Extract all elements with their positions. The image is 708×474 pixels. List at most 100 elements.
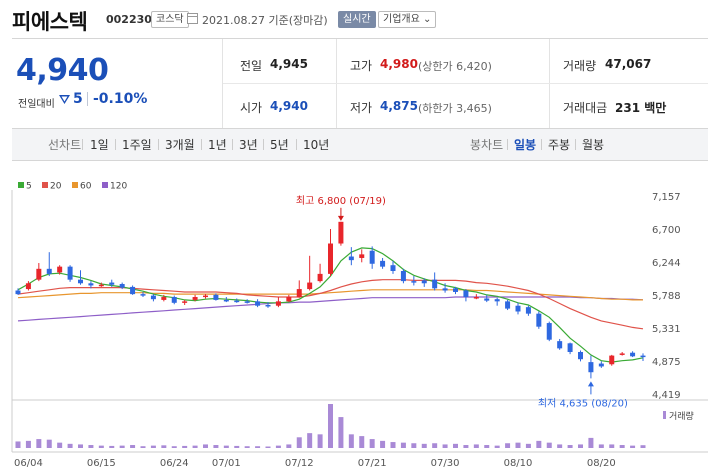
volume-bar [400, 442, 406, 448]
tab-period-1d[interactable]: 1일 [90, 138, 109, 152]
volume-value: 47,067 [605, 57, 652, 71]
candle-body [25, 283, 31, 290]
candle-body [98, 284, 104, 287]
stock-name: 피에스텍 [12, 10, 88, 34]
volume-bar [25, 440, 31, 448]
y-tick-label: 5,331 [652, 324, 681, 335]
candle-body [307, 282, 313, 290]
volume-bar [213, 445, 219, 448]
candle-body [359, 254, 365, 258]
volume-bar [244, 446, 250, 448]
low-arrow-icon [587, 381, 594, 387]
stats-row-divider [223, 83, 708, 84]
volume-bar [505, 443, 511, 448]
candle-body [348, 256, 354, 261]
tab-separator [296, 139, 297, 150]
change-value: 5 [73, 91, 83, 107]
volume-bar [109, 445, 115, 448]
volume-bar [494, 445, 500, 448]
candle-body [640, 355, 646, 358]
volume-bar [557, 444, 563, 448]
volume-bar [15, 441, 21, 448]
candle-body [390, 265, 396, 271]
tab-period-1w[interactable]: 1주일 [122, 138, 152, 152]
candle-body [67, 266, 73, 280]
tab-separator [541, 139, 542, 150]
volume-bar [359, 436, 365, 448]
lower-limit: (하한가 3,465) [418, 102, 492, 115]
volume-bar [390, 442, 396, 448]
candle-body [150, 295, 156, 300]
prev-close-label: 전일 [240, 59, 263, 73]
current-price: 4,940 [16, 53, 109, 88]
volume-bar [619, 445, 625, 448]
realtime-button[interactable]: 실시간 [338, 11, 376, 28]
candle-body [588, 362, 594, 373]
volume-bar [67, 443, 73, 448]
market-badge: 코스닥 [151, 11, 189, 28]
legend-label-120: 120 [110, 182, 127, 192]
volume-bar [515, 442, 521, 448]
legend-label-20: 20 [50, 182, 62, 192]
volume-bar [463, 445, 469, 448]
volume-bar [286, 444, 292, 448]
volume-label: 거래량 [563, 59, 597, 73]
legend-swatch-20 [42, 182, 48, 188]
chart-tab-bar [12, 128, 708, 161]
volume-bar [640, 445, 646, 448]
candle-body [119, 284, 125, 288]
tab-candle-weekly[interactable]: 주봉 [548, 138, 571, 152]
candle-body [317, 273, 323, 282]
x-tick-label: 06/24 [160, 458, 189, 469]
prev-close-value: 4,945 [270, 57, 308, 71]
tab-separator [115, 139, 116, 150]
tab-period-10y[interactable]: 10년 [303, 138, 330, 152]
volume-bar [265, 446, 271, 448]
tab-candle-monthly[interactable]: 월봉 [582, 138, 605, 152]
tab-period-3y[interactable]: 3년 [239, 138, 258, 152]
company-overview-dropdown[interactable]: 기업개요 ⌄ [378, 11, 437, 28]
line-chart-label: 선차트 [48, 138, 82, 152]
y-tick-label: 6,244 [652, 258, 681, 269]
tab-period-5y[interactable]: 5년 [270, 138, 289, 152]
tab-period-3m[interactable]: 3개월 [165, 138, 195, 152]
calendar-icon [187, 13, 198, 24]
tab-period-1y[interactable]: 1년 [208, 138, 227, 152]
volume-bar [98, 445, 104, 448]
volume-bar [411, 443, 417, 448]
amount-value: 231 백만 [615, 101, 667, 115]
candle-body [109, 282, 115, 285]
candle-body [546, 323, 552, 340]
candle-body [619, 353, 625, 355]
candle-body [130, 286, 136, 295]
volume-bar [275, 445, 281, 448]
volume-bar [307, 433, 313, 448]
volume-bar [171, 446, 177, 448]
low-value: 4,875 [380, 99, 418, 113]
volume-bar [453, 443, 458, 448]
volume-bar [578, 444, 583, 448]
volume-bar [484, 445, 490, 448]
down-triangle-icon [59, 95, 70, 104]
y-tick-label: 4,419 [652, 390, 681, 401]
low-annotation: 최저 4,635 (08/20) [538, 397, 628, 409]
stock-candlestick-chart[interactable]: 5 20 60 120 7,157 6,700 6,244 5,788 5,331 4,875 4,… [0, 170, 708, 474]
candle-body [255, 301, 261, 306]
tab-separator [82, 139, 83, 150]
candle-body [296, 289, 302, 298]
stock-code: 002230 [106, 13, 152, 26]
volume-bar [192, 445, 198, 448]
candle-body [536, 313, 542, 327]
candle-body [630, 352, 636, 357]
candle-body [171, 297, 177, 303]
candle-body [515, 305, 521, 312]
volume-bar [317, 434, 323, 448]
volume-bar [588, 437, 594, 448]
candle-body [286, 297, 292, 302]
amount-label: 거래대금 [563, 101, 608, 115]
candle-body [192, 297, 198, 300]
volume-bar [57, 442, 63, 448]
price-date: 2021.08.27 기준(장마감) [202, 14, 328, 27]
tab-candle-daily[interactable]: 일봉 [514, 138, 537, 152]
volume-bar [609, 444, 615, 448]
